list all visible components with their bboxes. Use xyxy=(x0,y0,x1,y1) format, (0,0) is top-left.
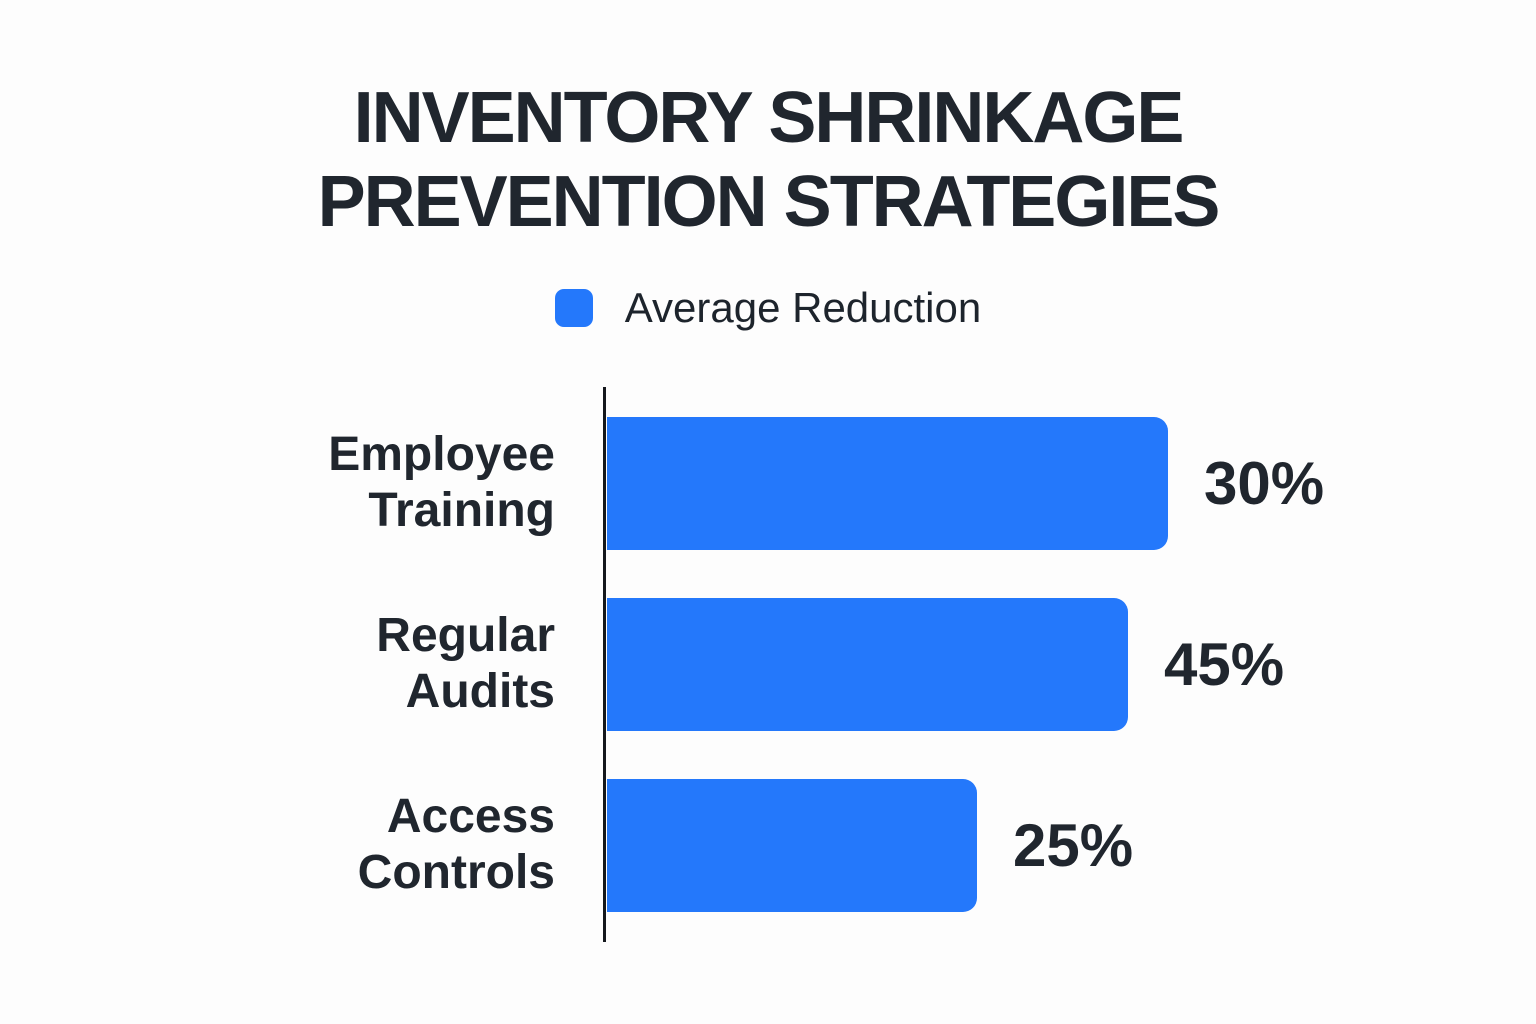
category-label-regular-audits: Regular Audits xyxy=(376,609,555,718)
bar-regular-audits xyxy=(607,598,1128,731)
bar-access-controls xyxy=(607,779,977,912)
bar-row-regular-audits: 45% xyxy=(607,598,1284,731)
legend-label: Average Reduction xyxy=(624,284,982,331)
category-label-access-controls: Access Controls xyxy=(357,790,555,899)
y-axis-baseline xyxy=(603,387,606,942)
value-label-regular-audits: 45% xyxy=(1164,631,1285,698)
value-label-employee-training: 30% xyxy=(1204,450,1325,517)
bar-employee-training xyxy=(607,417,1168,550)
bar-row-employee-training: 30% xyxy=(607,417,1324,550)
legend-swatch-icon xyxy=(554,289,593,327)
category-label-employee-training: Employee Training xyxy=(328,428,555,537)
bar-row-access-controls: 25% xyxy=(607,779,1133,912)
chart-title: INVENTORY SHRINKAGE PREVENTION STRATEGIE… xyxy=(317,78,1221,242)
legend: Average Reduction xyxy=(0,284,1536,332)
value-label-access-controls: 25% xyxy=(1013,812,1134,879)
